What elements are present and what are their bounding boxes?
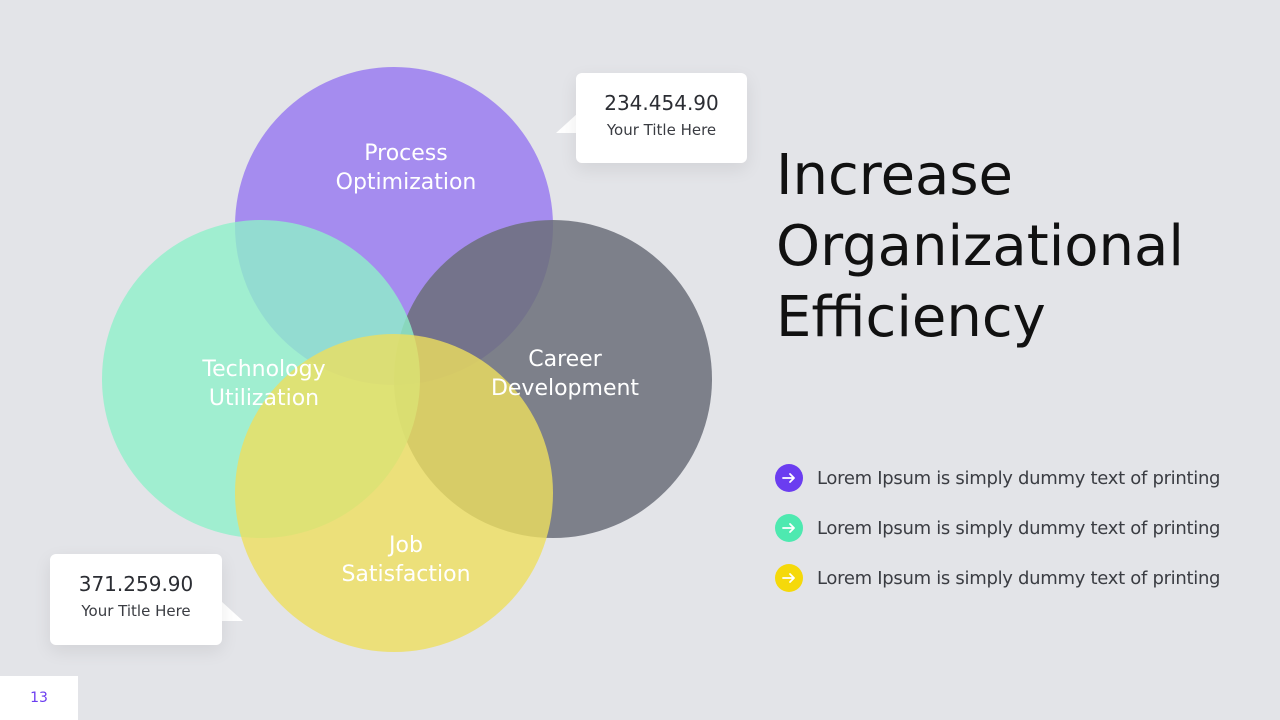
venn-diagram — [102, 67, 712, 652]
label-line: Technology — [202, 357, 326, 382]
bullet-item: Lorem Ipsum is simply dummy text of prin… — [775, 564, 1220, 592]
label-job-satisfaction: Job Satisfaction — [341, 531, 470, 589]
label-process-optimization: Process Optimization — [336, 139, 477, 197]
label-line: Job — [389, 533, 423, 558]
callout-bottom: 371.259.90 Your Title Here — [50, 554, 222, 645]
label-line: Optimization — [335, 170, 477, 195]
bullet-text: Lorem Ipsum is simply dummy text of prin… — [817, 467, 1221, 489]
callout-title: Your Title Here — [606, 121, 717, 139]
arrow-right-icon — [775, 464, 803, 492]
label-line: Process — [364, 141, 448, 166]
title-line: Efficiency — [776, 285, 1046, 350]
callout-tail — [221, 601, 243, 621]
label-line: Satisfaction — [341, 562, 471, 587]
title-line: Increase — [776, 143, 1013, 208]
callout-value: 234.454.90 — [604, 91, 719, 115]
bullet-item: Lorem Ipsum is simply dummy text of prin… — [775, 514, 1220, 542]
callout-top: 234.454.90 Your Title Here — [576, 73, 747, 163]
label-line: Utilization — [208, 386, 320, 411]
label-line: Career — [528, 347, 602, 372]
page-number: 13 — [0, 676, 78, 720]
label-line: Development — [490, 376, 640, 401]
bullet-text: Lorem Ipsum is simply dummy text of prin… — [817, 517, 1221, 539]
callout-tail — [556, 113, 578, 133]
bullet-text: Lorem Ipsum is simply dummy text of prin… — [817, 567, 1221, 589]
callout-value: 371.259.90 — [78, 572, 194, 596]
bullet-list: Lorem Ipsum is simply dummy text of prin… — [775, 464, 1220, 614]
slide-title: Increase Organizational Efficiency — [776, 140, 1184, 353]
label-technology-utilization: Technology Utilization — [202, 355, 325, 413]
circle-job-satisfaction — [235, 334, 553, 652]
label-career-development: Career Development — [491, 345, 639, 403]
arrow-right-icon — [775, 564, 803, 592]
callout-title: Your Title Here — [81, 602, 191, 620]
title-line: Organizational — [776, 214, 1184, 279]
bullet-item: Lorem Ipsum is simply dummy text of prin… — [775, 464, 1220, 492]
arrow-right-icon — [775, 514, 803, 542]
